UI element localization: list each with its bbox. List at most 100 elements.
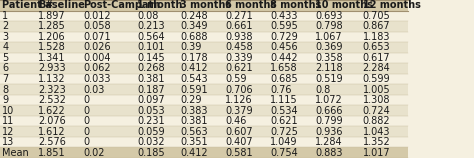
Text: 0.867: 0.867 xyxy=(363,21,390,31)
Bar xyxy=(0,74,408,84)
Text: Post-Campath: Post-Campath xyxy=(83,0,160,10)
Text: 1.285: 1.285 xyxy=(38,21,66,31)
Text: 2.076: 2.076 xyxy=(38,116,66,126)
Bar xyxy=(0,137,408,147)
Text: 0.519: 0.519 xyxy=(315,74,343,84)
Bar xyxy=(0,105,408,116)
Text: 1.622: 1.622 xyxy=(38,106,66,116)
Text: 0.178: 0.178 xyxy=(180,53,208,63)
Text: 0.729: 0.729 xyxy=(270,32,298,42)
Text: 0.012: 0.012 xyxy=(83,11,110,21)
Bar xyxy=(0,126,408,137)
Text: 1.897: 1.897 xyxy=(38,11,65,21)
Text: 8 months: 8 months xyxy=(270,0,321,10)
Text: 0.688: 0.688 xyxy=(180,32,208,42)
Text: 0.883: 0.883 xyxy=(315,148,343,158)
Bar xyxy=(0,0,408,11)
Text: 0.058: 0.058 xyxy=(83,21,110,31)
Text: 1.049: 1.049 xyxy=(270,137,298,147)
Text: 0.798: 0.798 xyxy=(315,21,343,31)
Text: 0.369: 0.369 xyxy=(315,42,343,52)
Text: 8: 8 xyxy=(2,85,9,94)
Text: 0.08: 0.08 xyxy=(137,11,159,21)
Text: 0.936: 0.936 xyxy=(315,127,343,137)
Text: 12 months: 12 months xyxy=(363,0,420,10)
Text: 0.39: 0.39 xyxy=(180,42,201,52)
Text: 0.59: 0.59 xyxy=(225,74,246,84)
Text: 0.534: 0.534 xyxy=(270,106,298,116)
Text: 1.043: 1.043 xyxy=(363,127,390,137)
Text: 2.532: 2.532 xyxy=(38,95,66,105)
Text: 0.358: 0.358 xyxy=(315,53,343,63)
Text: 1.851: 1.851 xyxy=(38,148,65,158)
Text: 0: 0 xyxy=(83,116,89,126)
Text: 6 months: 6 months xyxy=(225,0,276,10)
Text: 0.591: 0.591 xyxy=(180,85,208,94)
Text: 1.658: 1.658 xyxy=(270,64,298,73)
Text: 3: 3 xyxy=(2,32,9,42)
Text: 1.115: 1.115 xyxy=(270,95,298,105)
Text: 0.29: 0.29 xyxy=(180,95,201,105)
Text: 0.76: 0.76 xyxy=(270,85,292,94)
Bar xyxy=(0,53,408,63)
Text: 0.617: 0.617 xyxy=(363,53,390,63)
Text: 0.03: 0.03 xyxy=(83,85,104,94)
Text: 2.576: 2.576 xyxy=(38,137,66,147)
Text: 1.284: 1.284 xyxy=(315,137,343,147)
Text: 2: 2 xyxy=(2,21,9,31)
Text: 0.725: 0.725 xyxy=(270,127,298,137)
Text: 1.067: 1.067 xyxy=(315,32,343,42)
Text: 0.621: 0.621 xyxy=(270,116,298,126)
Text: 0.185: 0.185 xyxy=(137,148,165,158)
Text: 0.383: 0.383 xyxy=(180,106,208,116)
Text: 0.187: 0.187 xyxy=(137,85,165,94)
Text: 1.183: 1.183 xyxy=(363,32,390,42)
Text: 13: 13 xyxy=(2,137,15,147)
Text: 0.032: 0.032 xyxy=(137,137,165,147)
Text: 0.882: 0.882 xyxy=(363,116,390,126)
Text: 1.528: 1.528 xyxy=(38,42,66,52)
Text: 0.442: 0.442 xyxy=(270,53,298,63)
Text: 0.097: 0.097 xyxy=(137,95,165,105)
Text: 0.599: 0.599 xyxy=(363,74,390,84)
Text: 1.206: 1.206 xyxy=(38,32,65,42)
Text: 0.595: 0.595 xyxy=(270,21,298,31)
Text: 0.653: 0.653 xyxy=(363,42,390,52)
Text: 2.933: 2.933 xyxy=(38,64,65,73)
Bar xyxy=(0,11,408,21)
Text: 0.268: 0.268 xyxy=(137,64,165,73)
Text: 12: 12 xyxy=(2,127,15,137)
Text: 0.145: 0.145 xyxy=(137,53,165,63)
Text: 0: 0 xyxy=(83,127,89,137)
Text: 3 months: 3 months xyxy=(180,0,231,10)
Text: 0.799: 0.799 xyxy=(315,116,343,126)
Text: 1: 1 xyxy=(2,11,9,21)
Text: 7: 7 xyxy=(2,74,9,84)
Text: 1.005: 1.005 xyxy=(363,85,390,94)
Text: 1.072: 1.072 xyxy=(315,95,343,105)
Text: 2.323: 2.323 xyxy=(38,85,66,94)
Text: 1.132: 1.132 xyxy=(38,74,65,84)
Bar xyxy=(0,42,408,53)
Text: 0.026: 0.026 xyxy=(83,42,110,52)
Text: 0.351: 0.351 xyxy=(180,137,208,147)
Text: 1.126: 1.126 xyxy=(225,95,253,105)
Text: Patient #: Patient # xyxy=(2,0,54,10)
Text: 0.46: 0.46 xyxy=(225,116,246,126)
Text: 0.724: 0.724 xyxy=(363,106,391,116)
Text: 0.563: 0.563 xyxy=(180,127,208,137)
Text: 0.938: 0.938 xyxy=(225,32,253,42)
Bar xyxy=(0,32,408,42)
Text: 0.381: 0.381 xyxy=(137,74,165,84)
Text: 0.004: 0.004 xyxy=(83,53,110,63)
Text: 1.308: 1.308 xyxy=(363,95,390,105)
Text: 0.754: 0.754 xyxy=(270,148,298,158)
Text: 0.271: 0.271 xyxy=(225,11,253,21)
Text: 0.581: 0.581 xyxy=(225,148,253,158)
Text: 2.284: 2.284 xyxy=(363,64,391,73)
Text: 0.062: 0.062 xyxy=(83,64,110,73)
Text: 9: 9 xyxy=(2,95,9,105)
Text: 0.607: 0.607 xyxy=(225,127,253,137)
Text: 1.612: 1.612 xyxy=(38,127,65,137)
Text: 0.231: 0.231 xyxy=(137,116,165,126)
